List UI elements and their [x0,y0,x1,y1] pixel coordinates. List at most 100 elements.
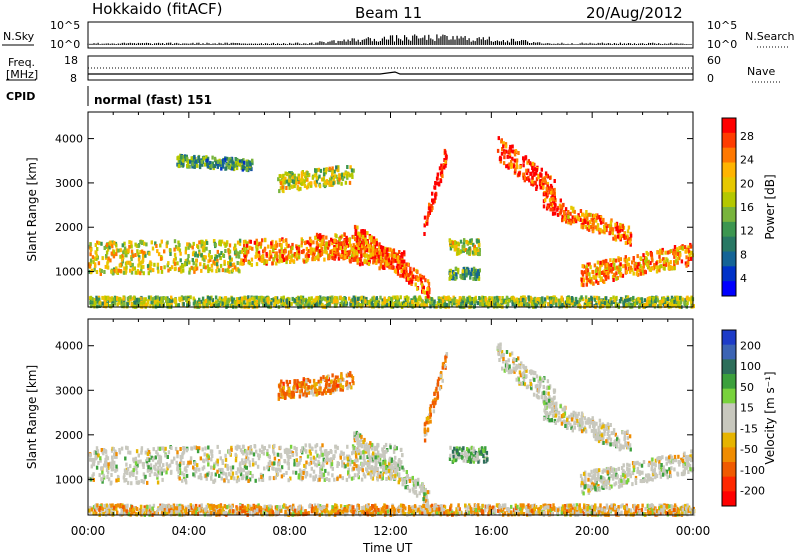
data-cell [330,249,333,253]
data-cell [123,246,127,251]
data-cell [676,295,679,300]
data-cell [166,302,169,306]
data-cell [179,265,182,270]
data-cell [488,296,491,301]
data-cell [582,212,585,217]
data-cell [662,298,665,303]
data-cell [362,299,365,304]
data-cell [557,298,561,303]
data-cell [632,256,635,260]
data-cell [443,158,446,162]
data-cell [365,297,368,302]
data-cell [207,267,210,271]
data-cell [278,242,282,247]
data-cell [668,250,671,255]
data-cell [450,503,453,508]
data-cell [275,251,278,256]
data-cell [197,245,200,250]
data-cell [182,162,185,167]
data-cell [427,281,431,286]
data-cell [552,197,555,202]
data-cell [190,156,193,161]
data-cell [144,297,147,302]
data-cell [127,260,130,265]
data-cell [515,301,518,306]
data-cell [428,211,431,215]
data-cell [551,194,554,199]
data-cell [200,243,203,248]
data-cell [637,267,640,272]
data-cell [152,503,156,508]
data-cell [113,269,116,274]
data-cell [597,296,601,301]
data-cell [333,174,337,179]
data-cell [281,249,284,254]
data-cell [89,258,93,263]
data-cell [513,150,517,155]
data-cell [348,296,351,301]
data-cell [239,250,242,255]
data-cell [93,507,97,512]
data-cell [478,268,481,273]
data-cell [236,158,239,163]
data-cell [205,155,208,160]
data-cell [641,265,644,270]
data-cell [405,277,408,282]
data-cell [396,265,399,270]
data-cell [443,165,446,170]
data-cell [167,268,170,273]
data-cell [456,270,460,275]
data-cell [106,261,109,266]
data-cell [641,301,644,306]
data-cell [182,268,185,273]
data-cell [260,258,264,263]
data-cell [398,255,401,260]
data-cell [598,267,602,272]
data-cell [637,296,640,301]
data-cell [482,296,486,300]
data-cell [535,171,538,176]
data-cell [102,304,106,308]
data-cell [180,157,183,162]
data-cell [319,238,322,243]
data-cell [241,165,244,169]
data-cell [366,261,369,266]
data-cell [599,220,603,225]
y-tick-label: 3000 [55,177,83,190]
data-cell [337,252,340,257]
data-cell [337,240,341,245]
data-cell [113,240,116,245]
data-cell [186,303,189,308]
colorbar-swatch [722,177,736,193]
data-cell [150,240,153,245]
data-cell [88,264,92,269]
data-cell [453,243,456,248]
data-cell [130,244,133,249]
data-cell [553,191,556,196]
data-cell [300,171,304,176]
data-cell [204,265,207,270]
data-cell [332,181,335,186]
data-cell [552,297,556,301]
data-cell [243,300,246,305]
data-cell [662,257,665,262]
data-cell [348,256,351,261]
colorbar-swatch [722,192,736,208]
data-cell [542,204,546,209]
data-cell [535,303,539,308]
data-cell [617,270,621,275]
data-cell [527,295,530,300]
data-cell [477,269,480,274]
data-cell [303,184,307,188]
data-cell [194,159,197,164]
data-cell [526,160,529,165]
data-cell [132,254,135,259]
data-cell [180,161,183,165]
data-cell [356,258,359,263]
data-cell [441,174,444,179]
data-cell [224,249,227,253]
data-cell [240,159,243,164]
data-cell [375,296,378,301]
data-cell [304,303,307,308]
data-cell [259,241,263,246]
